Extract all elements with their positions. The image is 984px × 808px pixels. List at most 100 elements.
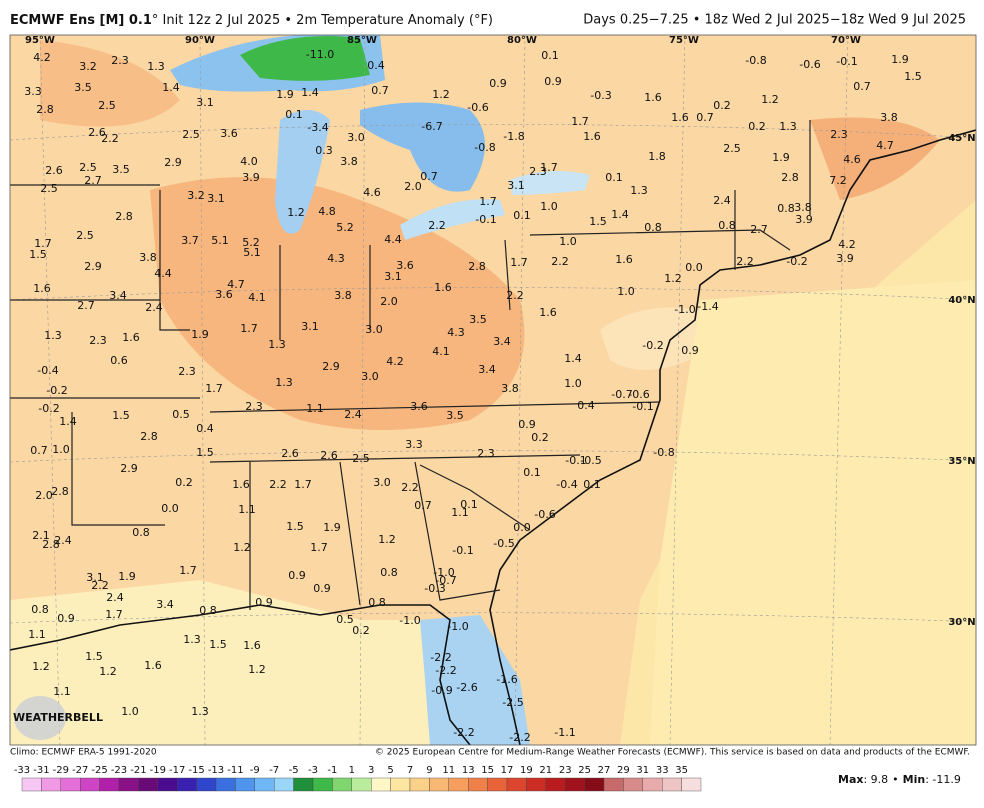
warm-area — [40, 40, 180, 127]
colorbar-swatch — [371, 777, 391, 792]
colorbar-tick: 27 — [598, 765, 611, 776]
anomaly-value: 1.9 — [191, 328, 209, 341]
colorbar-swatch — [235, 777, 255, 792]
anomaly-value: 1.6 — [671, 111, 689, 124]
anomaly-value: 3.2 — [79, 60, 97, 73]
anomaly-value: 2.6 — [320, 449, 338, 462]
anomaly-value: 0.1 — [605, 171, 623, 184]
anomaly-value: 0.3 — [315, 144, 333, 157]
anomaly-value: 3.1 — [301, 320, 319, 333]
anomaly-value: -0.9 — [431, 684, 452, 697]
anomaly-value: 0.8 — [644, 221, 662, 234]
anomaly-value: 1.5 — [85, 650, 103, 663]
anomaly-value: 1.2 — [761, 93, 779, 106]
anomaly-value: 1.5 — [589, 215, 607, 228]
anomaly-value: -0.7 — [435, 574, 456, 587]
logo-globe — [14, 696, 66, 740]
anomaly-value: 3.6 — [396, 259, 414, 272]
anomaly-value: -0.4 — [37, 364, 58, 377]
title-rest: ° Init 12z 2 Jul 2025 • 2m Temperature A… — [152, 13, 493, 28]
colorbar-swatch — [254, 777, 275, 792]
anomaly-value: 2.3 — [89, 334, 107, 347]
anomaly-value: 2.7 — [84, 174, 102, 187]
anomaly-value: 0.1 — [523, 466, 541, 479]
coastline — [489, 129, 976, 745]
anomaly-value: 0.1 — [513, 209, 531, 222]
anomaly-value: 3.9 — [836, 252, 854, 265]
anomaly-value: 1.1 — [451, 506, 469, 519]
lat-label: 45°N — [948, 133, 975, 144]
anomaly-value: 0.8 — [31, 603, 49, 616]
colorbar-swatch — [662, 777, 682, 792]
anomaly-value: 1.2 — [664, 272, 682, 285]
anomaly-value: 3.6 — [410, 400, 428, 413]
lon-label: 75°W — [669, 35, 699, 46]
anomaly-value: -0.8 — [653, 446, 674, 459]
colorbar-swatch — [332, 777, 352, 792]
anomaly-value: 2.6 — [45, 164, 63, 177]
anomaly-value: 3.0 — [347, 131, 365, 144]
anomaly-value: 0.9 — [544, 75, 562, 88]
anomaly-value: 0.7 — [30, 444, 48, 457]
anomaly-value: -0.6 — [799, 58, 820, 71]
title: ECMWF Ens [M] 0.1° Init 12z 2 Jul 2025 •… — [10, 13, 493, 28]
anomaly-value: 3.7 — [181, 234, 199, 247]
anomaly-value: 0.2 — [352, 624, 370, 637]
anomaly-value: 2.3 — [830, 128, 848, 141]
anomaly-value: 1.4 — [564, 352, 582, 365]
anomaly-value: 1.7 — [240, 322, 258, 335]
colorbar-swatch — [448, 777, 469, 792]
colorbar-tick: -13 — [208, 765, 224, 776]
anomaly-value: -2.5 — [502, 696, 523, 709]
lat-label: 35°N — [948, 456, 975, 467]
anomaly-value: 3.5 — [469, 313, 487, 326]
anomaly-value: 4.7 — [227, 278, 245, 291]
anomaly-value: -3.4 — [307, 121, 328, 134]
anomaly-value: 0.9 — [681, 344, 699, 357]
anomaly-value: 3.5 — [112, 163, 130, 176]
anomaly-value: 3.5 — [74, 81, 92, 94]
logo: WEATHERBELL — [13, 696, 103, 740]
anomaly-value: 2.6 — [281, 447, 299, 460]
anomaly-value: 1.9 — [323, 521, 341, 534]
anomaly-value: 2.0 — [35, 489, 53, 502]
anomaly-value: 2.5 — [352, 452, 370, 465]
anomaly-value: 1.5 — [196, 446, 214, 459]
colorbar-tick: -9 — [250, 765, 260, 776]
anomaly-value: 2.0 — [380, 295, 398, 308]
colorbar-tick: 31 — [636, 765, 649, 776]
anomaly-value: 2.8 — [42, 538, 60, 551]
anomaly-value: 2.7 — [750, 223, 768, 236]
anomaly-value: 1.7 — [479, 195, 497, 208]
lake-erie — [400, 199, 505, 240]
anomaly-value: 4.8 — [318, 205, 336, 218]
lon-label: 80°W — [507, 35, 537, 46]
anomaly-value: -1.1 — [554, 726, 575, 739]
anomaly-value: 2.2 — [506, 289, 524, 302]
anomaly-value: 4.4 — [154, 267, 172, 280]
colorbar-tick: 3 — [368, 765, 374, 776]
colorbar-swatch — [429, 777, 449, 792]
anomaly-value: 0.8 — [777, 202, 795, 215]
anomaly-value: -0.2 — [786, 255, 807, 268]
anomaly-value: -1.0 — [674, 303, 695, 316]
colorbar-tick: -25 — [91, 765, 107, 776]
anomaly-value: 2.3 — [477, 447, 495, 460]
colorbar-swatch — [215, 777, 236, 792]
anomaly-value: -0.1 — [632, 400, 653, 413]
anomaly-value: 0.1 — [541, 49, 559, 62]
anomaly-value: 2.6 — [88, 126, 106, 139]
anomaly-value: 0.9 — [57, 612, 75, 625]
anomaly-value: 4.2 — [838, 238, 856, 251]
anomaly-value: 4.6 — [843, 153, 861, 166]
anomaly-value: 2.1 — [32, 529, 50, 542]
anomaly-value: -2.2 — [453, 726, 474, 739]
anomaly-value: 2.2 — [736, 255, 754, 268]
colorbar-tick: 17 — [501, 765, 514, 776]
colorbar-swatch — [99, 777, 120, 792]
anomaly-value: -1.6 — [496, 673, 517, 686]
colorbar-swatch — [468, 777, 488, 792]
anomaly-value: 5.2 — [336, 221, 354, 234]
anomaly-value: 2.3 — [178, 365, 196, 378]
anomaly-value: 1.6 — [615, 253, 633, 266]
